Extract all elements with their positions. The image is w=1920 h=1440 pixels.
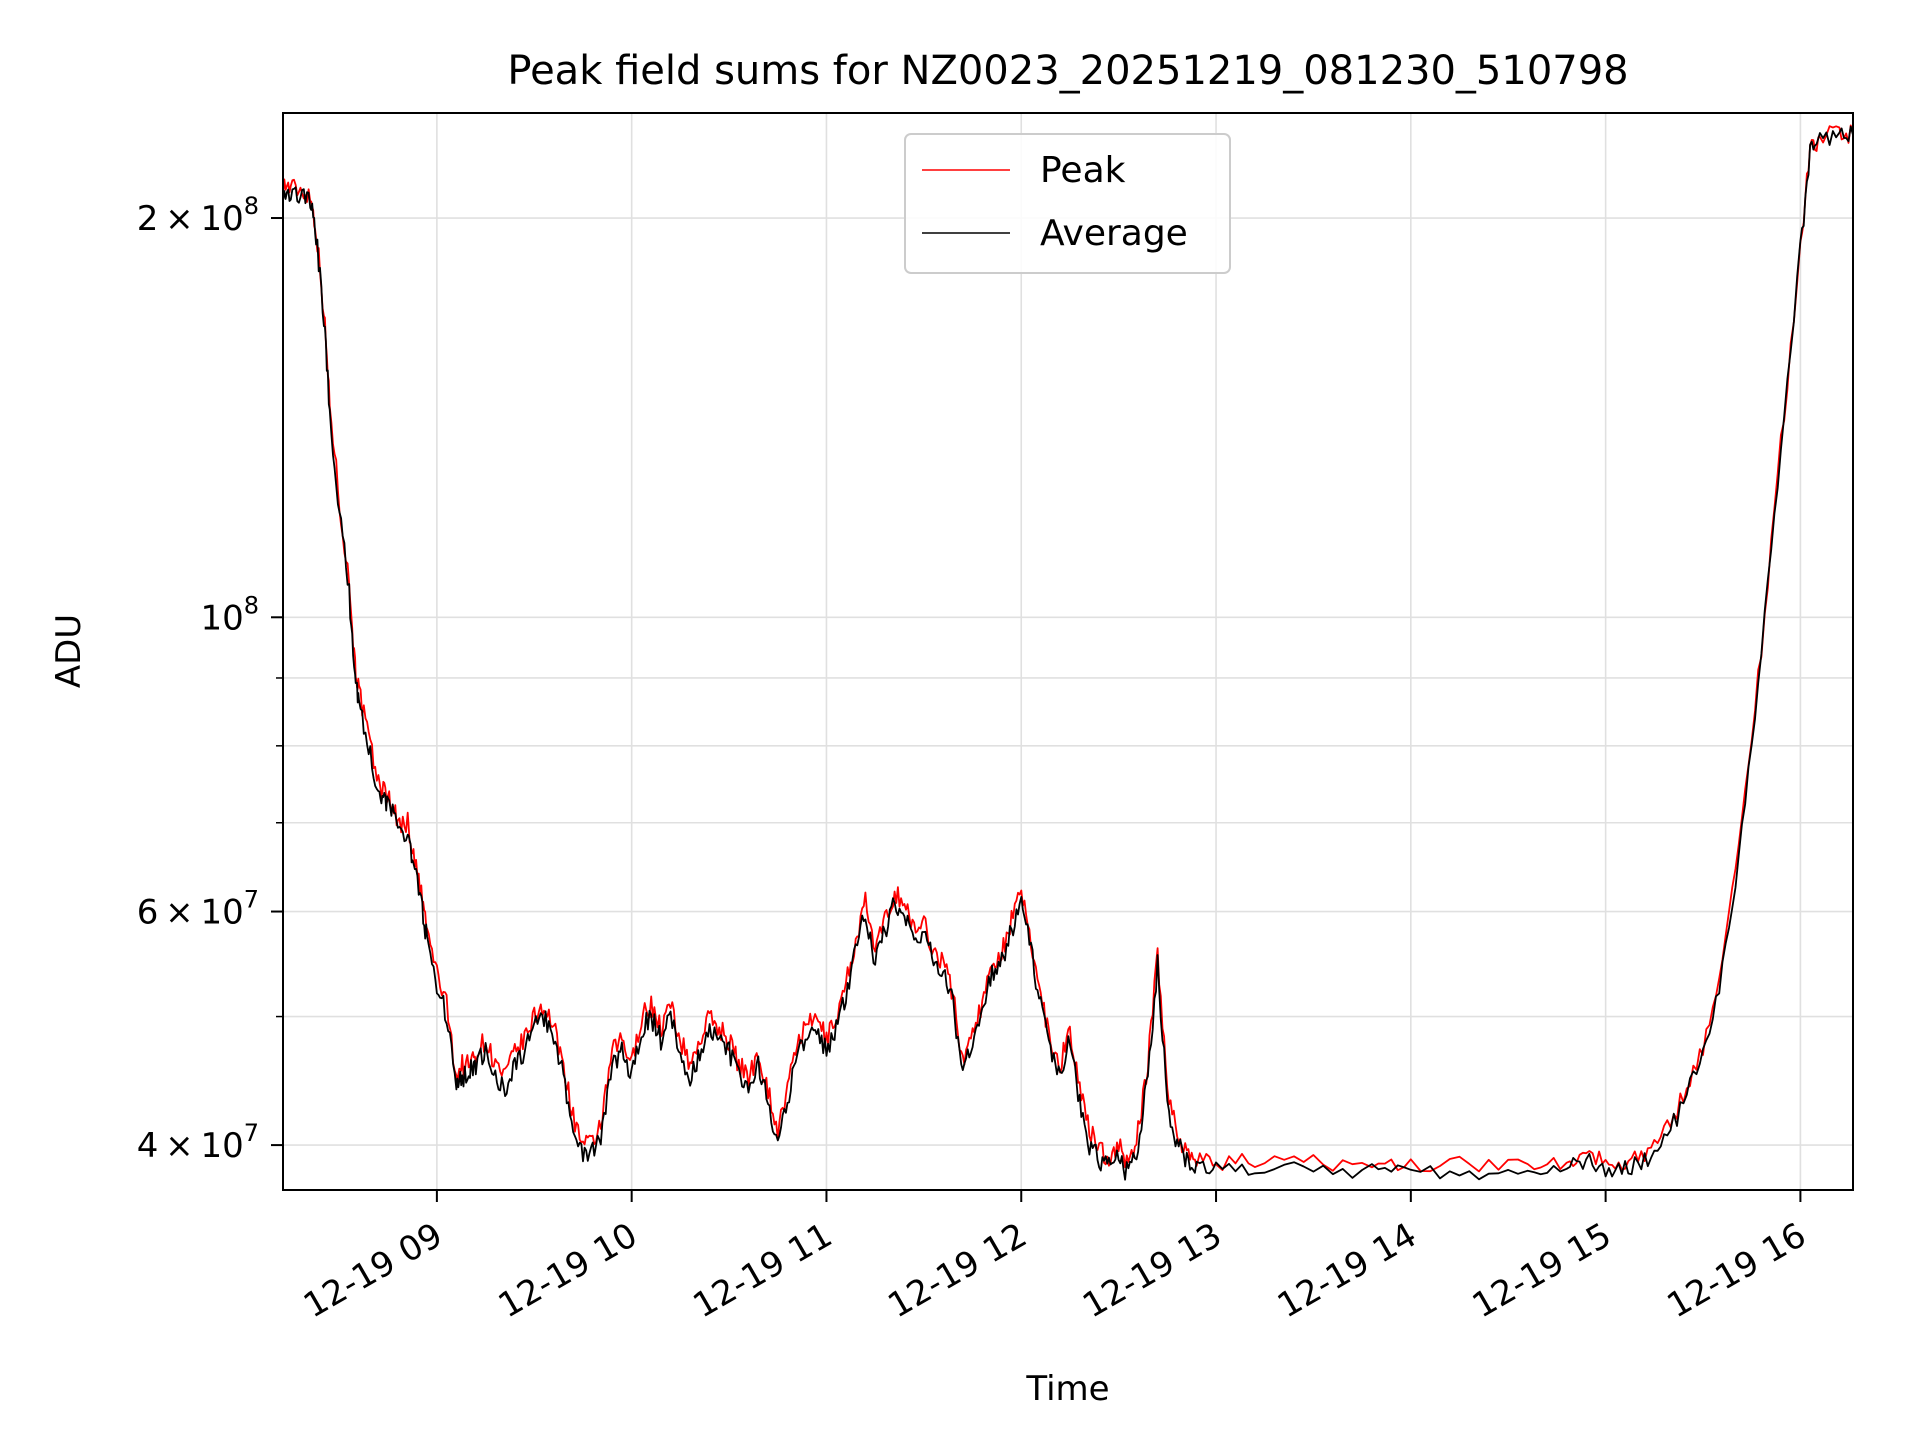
series-line-peak: [282, 124, 1854, 1173]
legend-label-average: Average: [1040, 213, 1188, 254]
series-layer: [282, 124, 1854, 1181]
y-axis: 2 × 108 108 6 × 107 4 × 107: [137, 192, 283, 1166]
x-axis-label: Time: [1025, 1369, 1109, 1409]
y-tick-label: 2 × 108: [137, 192, 259, 239]
series-line-average: [282, 125, 1854, 1181]
y-tick-label: 6 × 107: [137, 886, 259, 933]
legend-box: [904, 133, 1231, 274]
plot-frame: [282, 112, 1854, 1191]
y-axis-label: ADU: [49, 614, 89, 688]
y-tick-label: 108: [200, 591, 259, 638]
legend-label-peak: Peak: [1040, 150, 1126, 191]
legend: Peak Average: [904, 133, 1231, 274]
chart-title: Peak field sums for NZ0023_20251219_0812…: [507, 48, 1628, 94]
y-tick-label: 4 × 107: [137, 1119, 259, 1166]
